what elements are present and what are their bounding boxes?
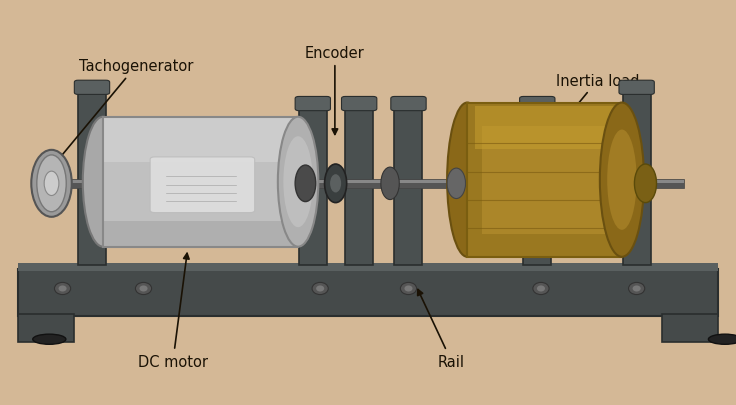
FancyBboxPatch shape xyxy=(74,81,110,95)
Bar xyxy=(44,181,684,183)
Ellipse shape xyxy=(632,286,640,292)
FancyBboxPatch shape xyxy=(619,81,654,95)
Bar xyxy=(78,89,106,265)
Bar xyxy=(103,117,298,247)
Ellipse shape xyxy=(400,283,417,295)
Ellipse shape xyxy=(634,164,657,203)
Ellipse shape xyxy=(316,286,324,292)
FancyBboxPatch shape xyxy=(391,97,426,111)
Ellipse shape xyxy=(312,283,328,295)
Bar xyxy=(467,103,622,257)
Bar xyxy=(18,269,718,316)
Ellipse shape xyxy=(709,335,736,344)
Ellipse shape xyxy=(44,172,59,196)
Bar xyxy=(482,126,607,234)
Ellipse shape xyxy=(135,283,152,295)
Ellipse shape xyxy=(31,150,72,217)
Ellipse shape xyxy=(447,168,465,199)
FancyBboxPatch shape xyxy=(342,97,377,111)
Ellipse shape xyxy=(325,164,347,203)
Ellipse shape xyxy=(33,335,66,344)
Text: Inertia load: Inertia load xyxy=(526,74,639,168)
Bar xyxy=(623,89,651,265)
Text: Rail: Rail xyxy=(417,290,465,369)
Ellipse shape xyxy=(447,103,487,257)
Ellipse shape xyxy=(533,283,549,295)
Bar xyxy=(467,103,622,257)
Ellipse shape xyxy=(54,283,71,295)
Ellipse shape xyxy=(140,286,147,292)
Ellipse shape xyxy=(59,286,66,292)
Ellipse shape xyxy=(330,175,341,193)
Ellipse shape xyxy=(278,117,319,247)
Ellipse shape xyxy=(83,117,124,247)
Bar xyxy=(662,314,718,342)
Text: DC motor: DC motor xyxy=(138,254,208,369)
Ellipse shape xyxy=(283,137,313,228)
Ellipse shape xyxy=(295,166,316,202)
Ellipse shape xyxy=(537,286,545,292)
Bar xyxy=(394,105,422,265)
Bar xyxy=(345,105,373,265)
Bar xyxy=(103,117,298,163)
Bar xyxy=(18,263,718,271)
Text: Tachogenerator: Tachogenerator xyxy=(53,60,193,166)
Bar xyxy=(18,314,74,342)
FancyBboxPatch shape xyxy=(150,158,255,213)
Bar xyxy=(523,105,551,265)
Bar xyxy=(299,105,327,265)
Bar xyxy=(475,107,615,149)
FancyBboxPatch shape xyxy=(295,97,330,111)
Ellipse shape xyxy=(607,130,637,230)
Ellipse shape xyxy=(600,103,644,257)
Ellipse shape xyxy=(381,168,399,200)
Bar xyxy=(103,117,298,247)
Text: Encoder: Encoder xyxy=(305,46,365,135)
Ellipse shape xyxy=(37,156,66,212)
Ellipse shape xyxy=(405,286,412,292)
Bar xyxy=(103,221,298,247)
FancyBboxPatch shape xyxy=(520,97,555,111)
Bar xyxy=(44,179,684,188)
Ellipse shape xyxy=(629,283,645,295)
